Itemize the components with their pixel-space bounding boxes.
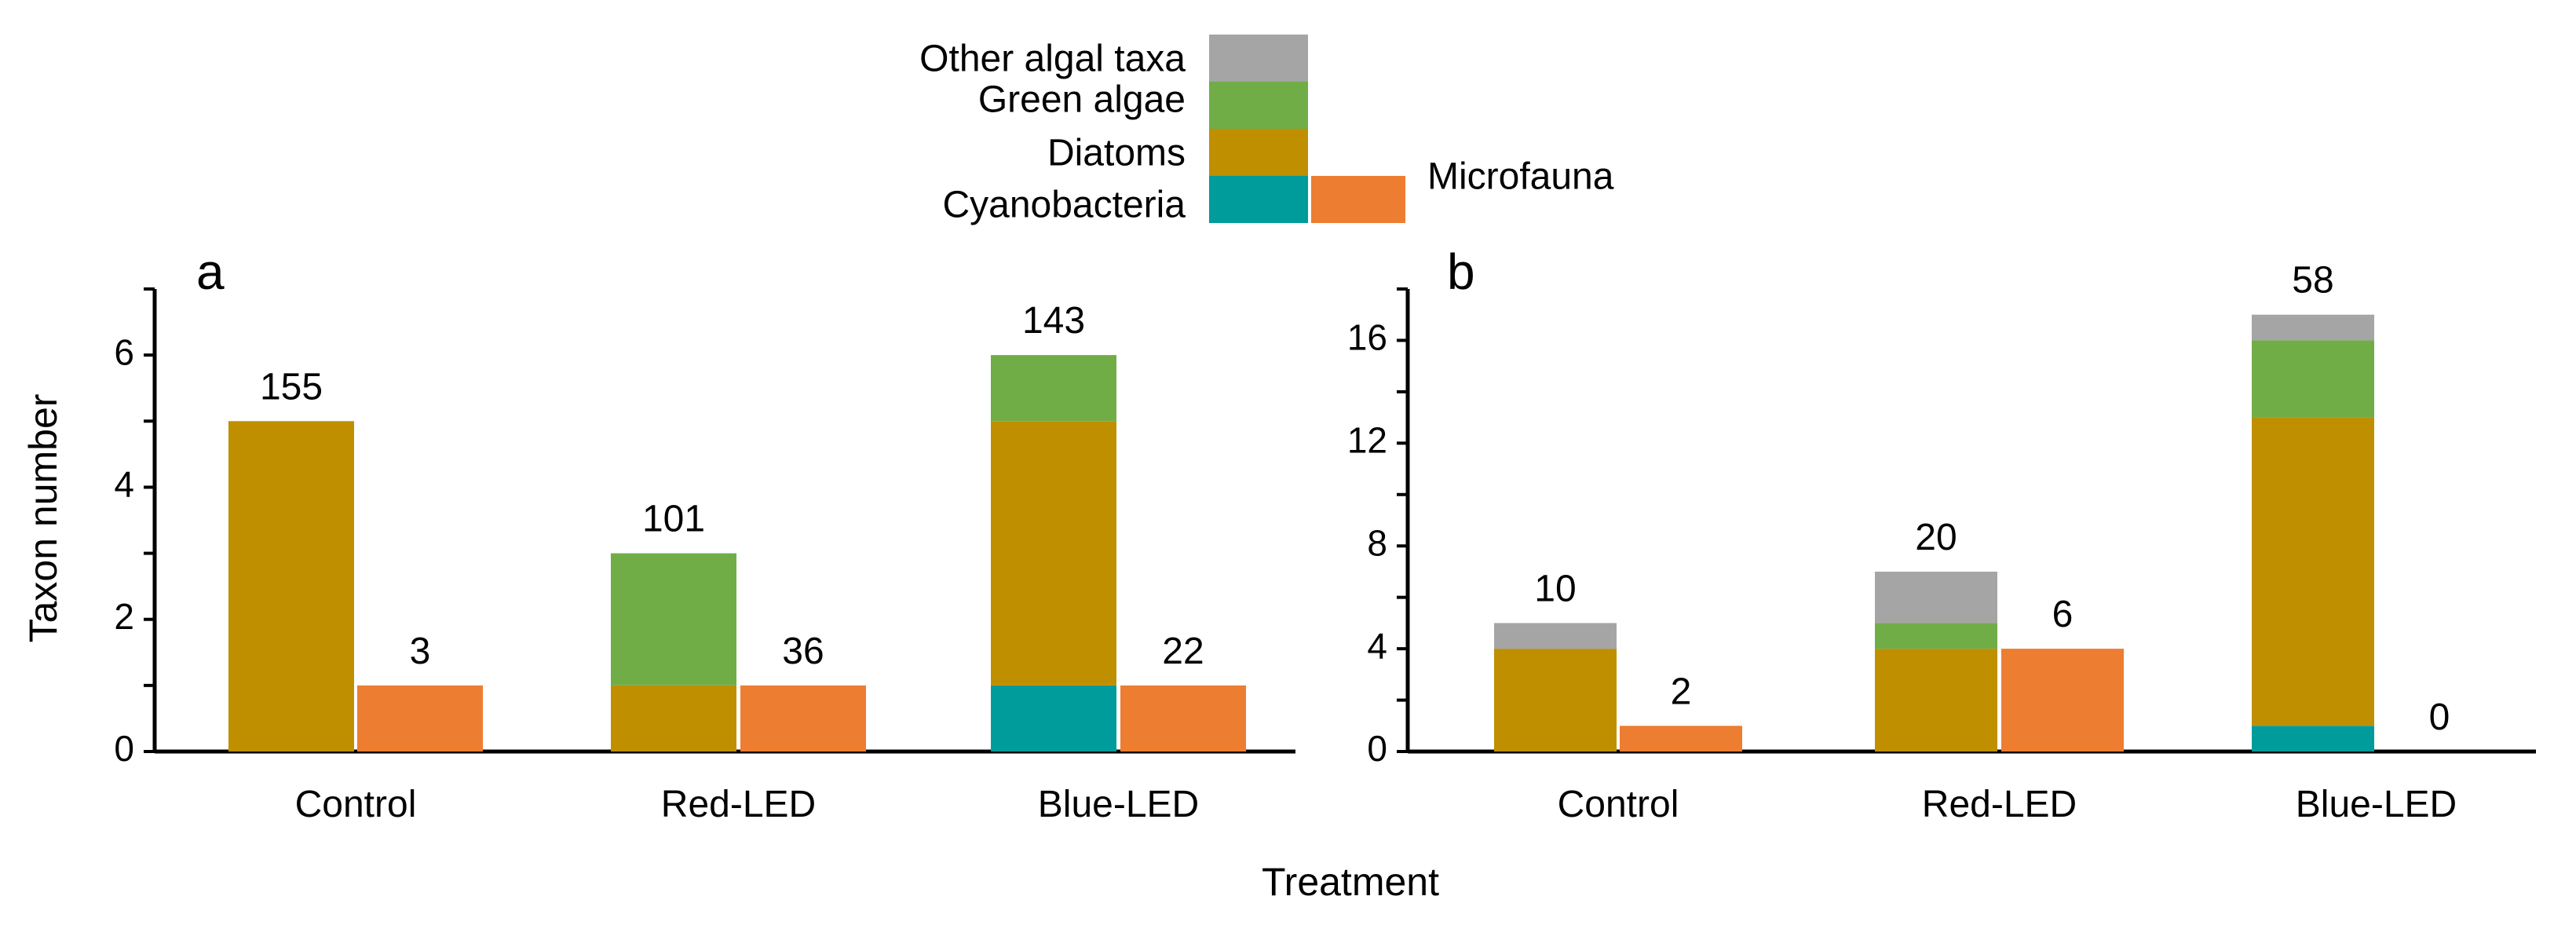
bar-green-algae-blue-led — [2252, 340, 2374, 418]
bar-green-algae-blue-led — [991, 355, 1116, 422]
x-axis-title: Treatment — [1262, 860, 1439, 904]
bar-cyanobacteria-blue-led — [2252, 726, 2374, 752]
y-tick-label: 0 — [1367, 728, 1387, 769]
bar-green-algae-red-led — [611, 553, 736, 686]
bar-diatoms-blue-led — [2252, 417, 2374, 726]
bar-cyanobacteria-blue-led — [991, 685, 1116, 752]
panel-a-category-labels: Control Red-LED Blue-LED — [295, 784, 1200, 825]
algae-value-label-blue-led: 58 — [2292, 260, 2333, 302]
panel-b-category-labels: Control Red-LED Blue-LED — [1558, 784, 2457, 825]
algae-value-label-control: 155 — [260, 366, 323, 408]
bar-diatoms-red-led — [611, 685, 736, 752]
y-tick-label: 0 — [114, 728, 134, 769]
legend-swatch-diatoms — [1209, 129, 1308, 176]
y-tick-label: 4 — [114, 464, 134, 505]
bar-microfauna-blue-led — [1120, 685, 1246, 752]
bar-diatoms-control — [1494, 649, 1617, 752]
y-tick-label: 6 — [114, 331, 134, 372]
bar-diatoms-red-led — [1875, 649, 1997, 752]
panel-a-value-labels: 155 3 101 36 143 22 — [260, 300, 1204, 672]
legend: Other algal taxa Green algae Diatoms Cya… — [919, 35, 1614, 226]
category-label-blue-led: Blue-LED — [1038, 784, 1199, 825]
y-tick-label: 4 — [1367, 625, 1387, 666]
microfauna-value-label-control: 2 — [1671, 671, 1692, 712]
panel-a-bars — [228, 355, 1246, 752]
microfauna-value-label-blue-led: 0 — [2429, 697, 2450, 738]
legend-label-green-algae: Green algae — [978, 79, 1186, 121]
microfauna-value-label-red-led: 36 — [782, 631, 824, 672]
category-label-blue-led: Blue-LED — [2296, 784, 2457, 825]
panel-label-b: b — [1447, 243, 1475, 300]
bar-microfauna-control — [357, 685, 483, 752]
algae-value-label-red-led: 101 — [642, 499, 705, 540]
bar-other-algal-taxa-blue-led — [2252, 314, 2374, 341]
bar-diatoms-blue-led — [991, 421, 1116, 686]
microfauna-value-label-blue-led: 22 — [1162, 631, 1204, 672]
panel-b-bars — [1494, 314, 2374, 752]
category-label-red-led: Red-LED — [661, 784, 816, 825]
algae-value-label-blue-led: 143 — [1022, 300, 1085, 342]
category-label-control: Control — [295, 784, 417, 825]
panel-a: a 0 2 4 6 155 3 101 36 143 22 Control Red-LED Blue… — [114, 243, 1295, 825]
microfauna-value-label-control: 3 — [410, 631, 431, 672]
bar-microfauna-red-led — [740, 685, 866, 752]
y-axis-title: Taxon number — [21, 394, 65, 643]
legend-swatch-microfauna — [1311, 176, 1405, 223]
legend-swatch-other-algal-taxa — [1209, 35, 1308, 82]
panel-b-y-ticks: 0 4 8 12 16 — [1347, 287, 1408, 769]
legend-swatch-green-algae — [1209, 82, 1308, 129]
legend-label-microfauna: Microfauna — [1427, 156, 1614, 198]
y-tick-label: 8 — [1367, 522, 1387, 563]
microfauna-value-label-red-led: 6 — [2052, 594, 2074, 635]
algae-value-label-red-led: 20 — [1915, 517, 1957, 558]
panel-label-a: a — [196, 243, 225, 300]
y-tick-label: 12 — [1347, 419, 1387, 460]
bar-microfauna-control — [1620, 726, 1742, 752]
panel-b: b 0 4 8 12 16 10 2 20 6 58 0 Control Red-LED Blue-L… — [1347, 243, 2536, 825]
category-label-red-led: Red-LED — [1922, 784, 2077, 825]
bar-other-algal-taxa-red-led — [1875, 571, 1997, 624]
y-tick-label: 16 — [1347, 317, 1387, 358]
panel-b-value-labels: 10 2 20 6 58 0 — [1534, 260, 2450, 738]
category-label-control: Control — [1558, 784, 1679, 825]
bar-other-algal-taxa-control — [1494, 623, 1617, 649]
legend-swatch-cyanobacteria — [1209, 176, 1308, 223]
algae-value-label-control: 10 — [1534, 568, 1576, 609]
panel-a-y-ticks: 0 2 4 6 — [114, 287, 155, 769]
legend-label-diatoms: Diatoms — [1047, 133, 1186, 174]
bar-microfauna-red-led — [2001, 649, 2124, 752]
legend-label-cyanobacteria: Cyanobacteria — [942, 185, 1186, 226]
y-tick-label: 2 — [114, 596, 134, 637]
bar-diatoms-control — [228, 421, 354, 752]
legend-label-other-algal-taxa: Other algal taxa — [919, 38, 1186, 80]
bar-green-algae-red-led — [1875, 623, 1997, 649]
